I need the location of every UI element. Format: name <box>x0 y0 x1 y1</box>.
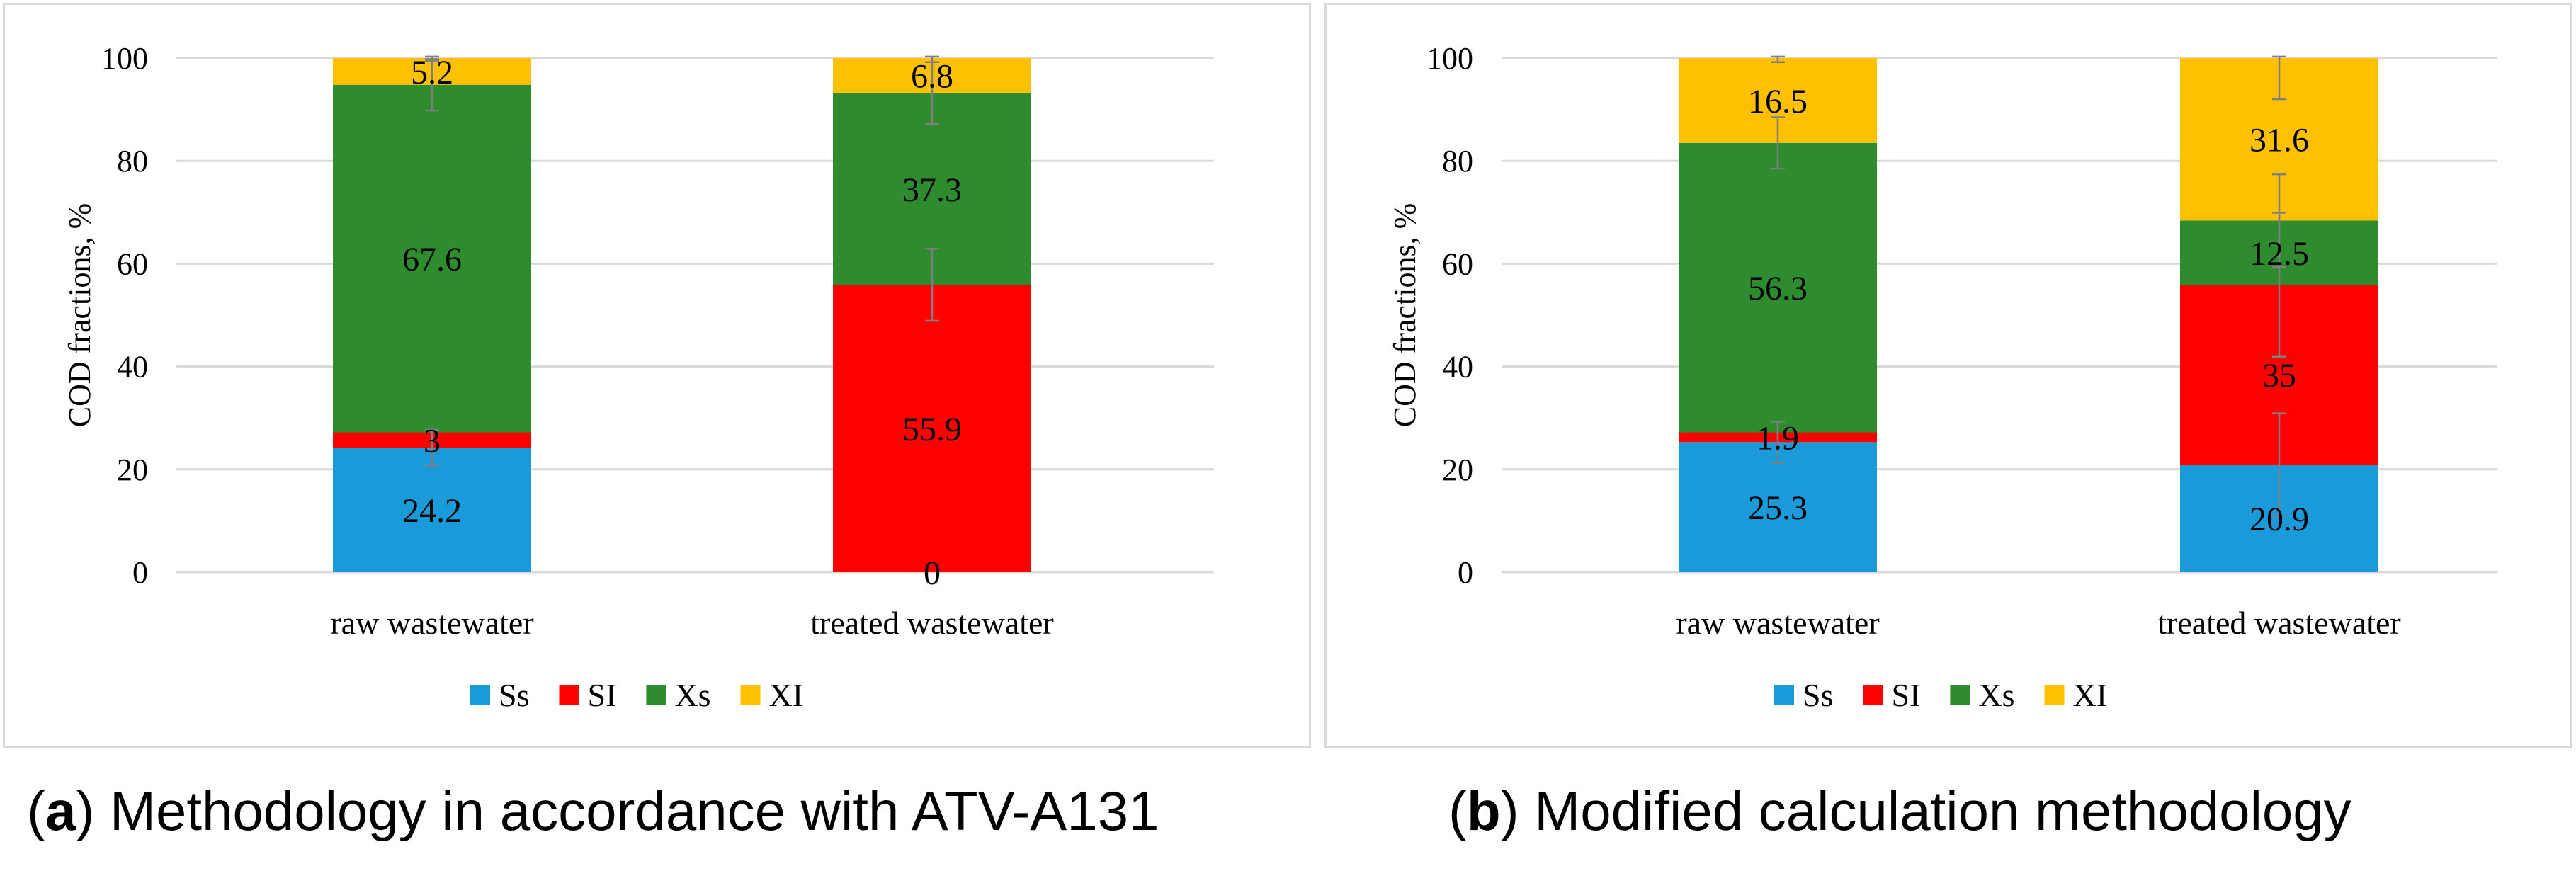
x-tick-label: treated wastewater <box>2157 605 2401 641</box>
y-tick-label: 40 <box>1442 350 1473 385</box>
chart-a: 0 20 40 60 80 100 COD fractions, % 24.2 3 67.6 5.2… <box>62 41 1214 713</box>
data-label-XI-0: 16.5 <box>1748 83 1808 120</box>
legend-label-Ss: Ss <box>499 677 529 713</box>
legend-swatch-SI <box>1863 685 1883 705</box>
legend-label-Xs: Xs <box>674 677 710 713</box>
y-tick-label: 0 <box>132 555 148 590</box>
legend-label-Xs: Xs <box>1978 677 2014 713</box>
y-tick-label: 100 <box>101 41 148 76</box>
legend-label-XI: XI <box>769 677 804 713</box>
data-label-SI-0: 1.9 <box>1757 419 1799 457</box>
x-tick-label: raw wastewater <box>1676 605 1879 641</box>
legend-swatch-XI <box>2044 685 2065 705</box>
data-label-Ss-1: 0 <box>924 554 941 592</box>
legend-swatch-XI <box>740 685 761 705</box>
caption-a: (a) Methodology in accordance with ATV-A… <box>27 780 1159 842</box>
y-tick-label: 80 <box>117 144 148 178</box>
bar-Xs-0 <box>1679 142 1877 433</box>
caption-b-text: Modified calculation methodology <box>1534 780 2351 842</box>
caption-a-text: Methodology in accordance with ATV-A131 <box>110 780 1159 842</box>
data-label-Xs-1: 12.5 <box>2249 235 2309 273</box>
legend-label-Ss: Ss <box>1803 677 1833 713</box>
caption-a-label: a <box>45 780 76 842</box>
bar-SI-1 <box>833 285 1031 572</box>
y-tick-label: 100 <box>1426 41 1473 76</box>
legend-label-SI: SI <box>587 677 616 713</box>
y-axis-label: COD fractions, % <box>1388 203 1422 428</box>
legend-swatch-Ss <box>470 685 490 705</box>
data-label-XI-0: 5.2 <box>411 54 453 91</box>
legend-swatch-SI <box>559 685 579 705</box>
data-label-XI-1: 31.6 <box>2249 122 2309 159</box>
data-label-Xs-1: 37.3 <box>902 171 962 209</box>
data-label-Xs-0: 56.3 <box>1748 270 1808 307</box>
legend-label-XI: XI <box>2073 677 2108 713</box>
data-label-SI-0: 3 <box>424 422 441 460</box>
bar-Ss-0 <box>333 448 531 572</box>
y-tick-label: 40 <box>117 350 148 385</box>
y-tick-label: 0 <box>1458 555 1473 590</box>
data-label-XI-1: 6.8 <box>911 58 953 96</box>
panel-a-frame <box>3 3 1311 748</box>
x-tick-label: treated wastewater <box>810 605 1054 641</box>
y-tick-label: 60 <box>1442 246 1473 281</box>
x-tick-label: raw wastewater <box>330 605 533 641</box>
data-label-SI-1: 35 <box>2262 357 2296 394</box>
legend-swatch-Xs <box>1950 685 1970 705</box>
y-tick-label: 60 <box>117 246 148 281</box>
caption-b-label: b <box>1466 780 1501 842</box>
bar-Xs-0 <box>333 84 531 433</box>
y-axis-label: COD fractions, % <box>62 203 97 428</box>
y-tick-label: 20 <box>1442 452 1473 487</box>
y-tick-label: 80 <box>1442 144 1473 178</box>
caption-b: (b) Modified calculation methodology <box>1448 780 2351 842</box>
legend-swatch-Ss <box>1774 685 1794 705</box>
chart-b: 0 20 40 60 80 100 COD fractions, % 25.3 1.9 56.3 1… <box>1388 41 2497 713</box>
legend-swatch-Xs <box>646 685 666 705</box>
bar-Ss-0 <box>1679 442 1877 572</box>
legend-label-SI: SI <box>1891 677 1920 713</box>
data-label-Xs-0: 67.6 <box>402 241 462 278</box>
data-label-SI-1: 55.9 <box>902 411 962 448</box>
data-label-Ss-0: 25.3 <box>1748 489 1808 527</box>
data-label-Ss-1: 20.9 <box>2249 501 2309 538</box>
data-label-Ss-0: 24.2 <box>402 492 462 530</box>
y-tick-label: 20 <box>117 452 148 487</box>
